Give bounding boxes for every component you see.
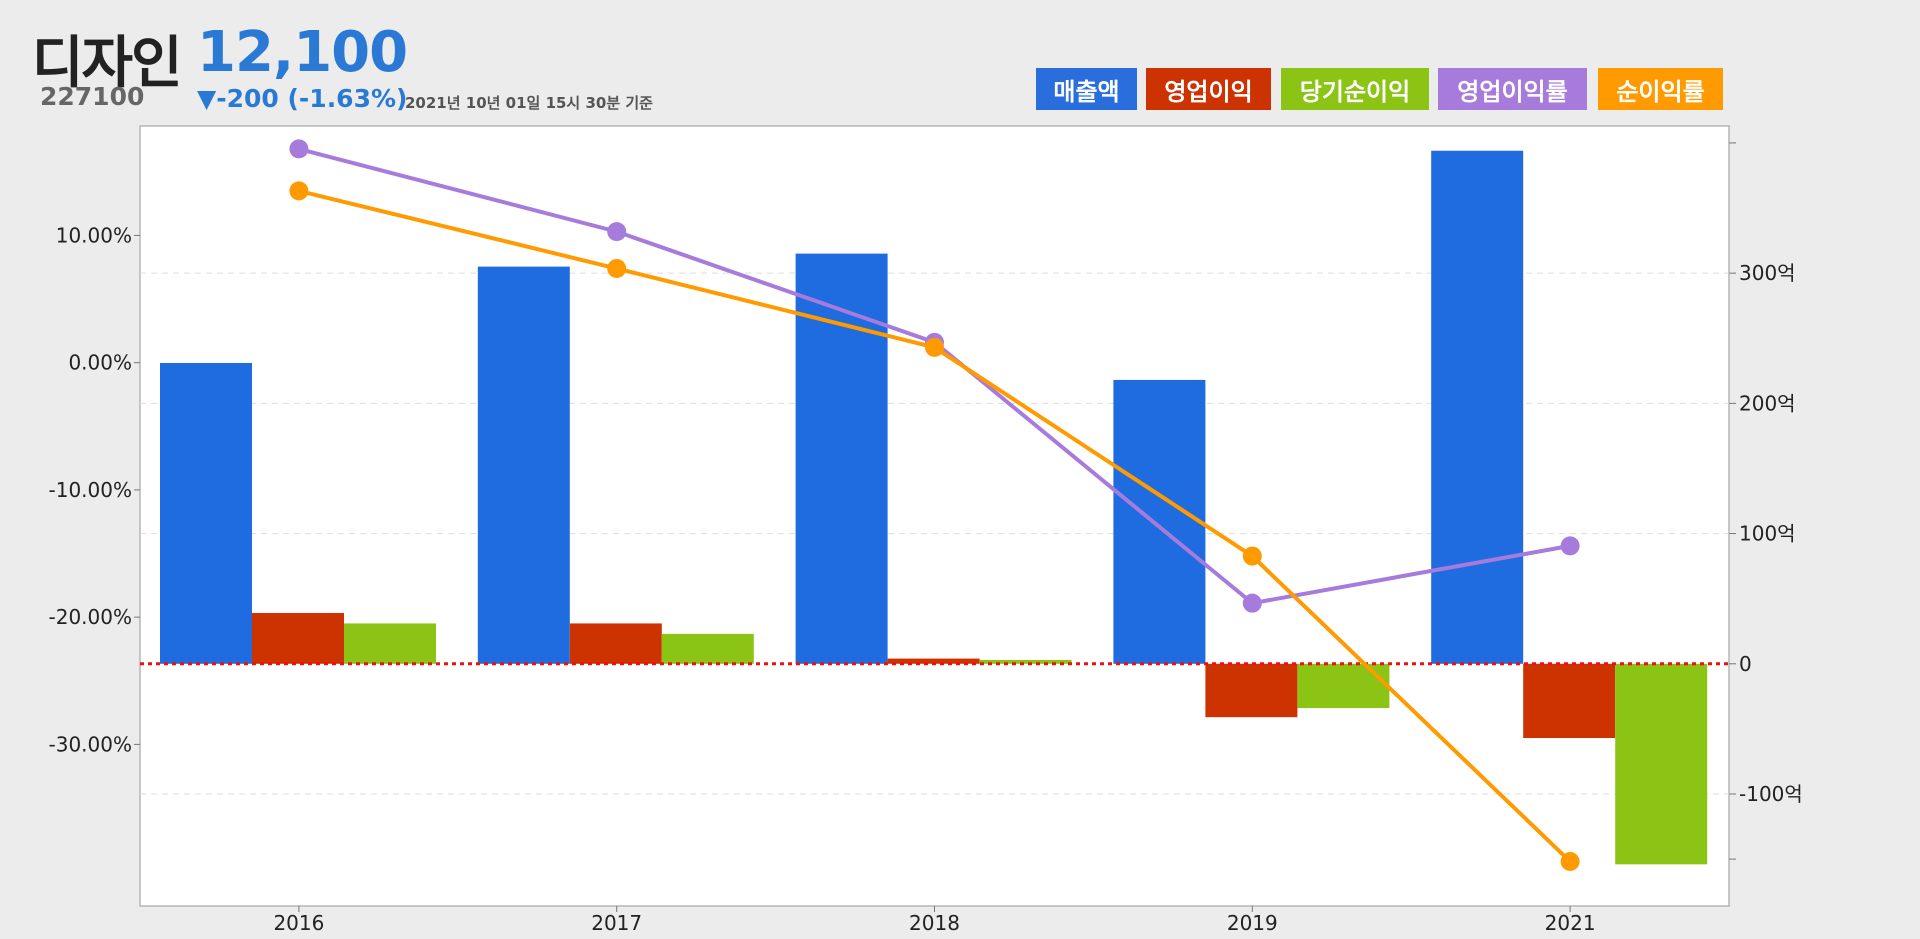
bar-영업이익: [887, 658, 980, 664]
x-axis-tick-label: 2016: [273, 911, 324, 935]
right-axis-tick-label: -100억: [1739, 782, 1803, 806]
point-순이익률: [289, 181, 309, 201]
point-순이익률: [925, 337, 944, 357]
stock-code: 227100: [40, 82, 145, 111]
price-change: ▼-200 (-1.63%): [197, 84, 408, 113]
x-axis-tick-label: 2021: [1545, 911, 1596, 935]
left-axis-tick-label: 0.00%: [68, 351, 132, 375]
right-axis-tick-label: 0: [1739, 652, 1752, 676]
point-영업이익률: [1242, 593, 1262, 613]
point-영업이익률: [607, 222, 627, 242]
point-영업이익률: [289, 139, 309, 159]
left-axis-tick-label: -20.00%: [49, 605, 132, 629]
left-axis-tick-label: 10.00%: [56, 223, 132, 247]
company-name: 디자인: [32, 31, 183, 96]
bar-당기순이익: [979, 659, 1072, 664]
point-순이익률: [607, 259, 627, 279]
current-price: 12,100: [197, 20, 408, 85]
bar-영업이익: [1523, 663, 1616, 739]
right-axis-tick-label: 200억: [1739, 391, 1796, 415]
left-axis-tick-label: -10.00%: [49, 478, 132, 502]
bar-영업이익: [1205, 663, 1298, 718]
as-of-timestamp: 2021년 10년 01일 15시 30분 기준: [405, 94, 653, 112]
x-axis-tick-label: 2019: [1227, 911, 1278, 935]
bar-매출액: [1113, 379, 1206, 664]
bar-당기순이익: [344, 623, 436, 664]
bar-영업이익: [252, 613, 344, 664]
right-axis-tick-label: 100억: [1739, 522, 1796, 546]
legend-operating-margin[interactable]: 영업이익률: [1438, 68, 1587, 110]
legend-net-income[interactable]: 당기순이익: [1281, 68, 1429, 110]
point-순이익률: [1242, 546, 1262, 566]
bar-당기순이익: [1615, 663, 1708, 865]
bar-매출액: [477, 266, 570, 664]
legend-net-margin[interactable]: 순이익률: [1598, 68, 1723, 110]
stock-header: 디자인 227100 12,100 ▼-200 (-1.63%) 2021년 1…: [0, 0, 1920, 125]
bar-매출액: [1431, 150, 1524, 664]
legend-operating-profit[interactable]: 영업이익: [1146, 68, 1271, 110]
legend-revenue[interactable]: 매출액: [1036, 68, 1137, 110]
bar-당기순이익: [661, 633, 754, 664]
x-axis-tick-label: 2017: [591, 911, 642, 935]
bar-영업이익: [569, 623, 662, 664]
point-영업이익률: [1560, 536, 1580, 556]
left-axis-tick-label: -30.00%: [49, 732, 132, 756]
right-axis-tick-label: 300억: [1739, 261, 1796, 285]
x-axis-tick-label: 2018: [909, 911, 960, 935]
bar-매출액: [160, 362, 252, 664]
bar-당기순이익: [1297, 663, 1390, 709]
point-순이익률: [1560, 851, 1580, 871]
